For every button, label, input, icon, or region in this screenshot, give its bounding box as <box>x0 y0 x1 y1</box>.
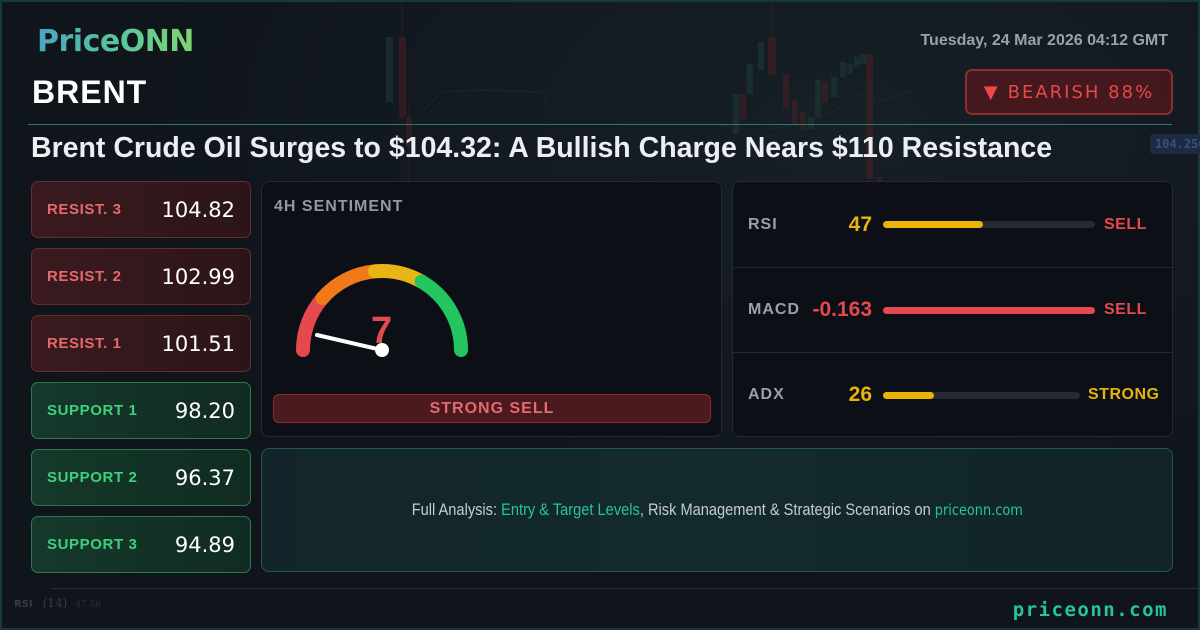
gauge-segment-strong-sell <box>296 291 330 357</box>
level-resistance-3: RESIST. 3 104.82 <box>31 181 251 238</box>
sentiment-verdict: STRONG SELL <box>273 394 711 423</box>
indicator-name: RSI <box>748 215 778 233</box>
instrument-symbol: BRENT <box>32 74 148 110</box>
indicator-value: 47 <box>848 212 872 236</box>
bias-badge-label: BEARISH 88% <box>1007 81 1155 103</box>
gauge-segment-neutral <box>368 264 429 289</box>
level-label: SUPPORT 3 <box>47 536 138 553</box>
brand-logo: PriceONN <box>37 24 194 59</box>
level-label: RESIST. 3 <box>47 201 122 218</box>
indicator-value: -0.163 <box>812 298 872 321</box>
price-levels: RESIST. 3 104.82 RESIST. 2 102.99 RESIST… <box>31 181 251 583</box>
level-value: 104.82 <box>161 197 235 222</box>
gauge-segment-buy <box>414 274 468 357</box>
header-divider <box>28 124 1172 125</box>
indicator-name: ADX <box>748 386 785 403</box>
indicators-card: RSI 47 SELL MACD -0.163 SELL ADX 26 STRO… <box>732 181 1173 437</box>
triangle-down-icon: ▼ <box>983 81 998 103</box>
indicator-signal: SELL <box>1104 215 1147 233</box>
level-label: RESIST. 2 <box>47 268 122 285</box>
indicator-name: MACD <box>748 301 800 318</box>
bias-badge: ▼ BEARISH 88% <box>965 69 1173 115</box>
gauge-segment-sell <box>315 264 383 306</box>
bg-rsi-period: (14) <box>42 596 68 610</box>
level-label: RESIST. 1 <box>47 335 122 352</box>
headline: Brent Crude Oil Surges to $104.32: A Bul… <box>31 132 1053 164</box>
indicator-row-rsi: RSI 47 SELL <box>733 182 1172 267</box>
indicator-row-macd: MACD -0.163 SELL <box>733 267 1172 352</box>
level-label: SUPPORT 2 <box>47 469 138 486</box>
cta-site-link[interactable]: priceonn.com <box>934 501 1023 519</box>
sentiment-title: 4H SENTIMENT <box>274 198 404 215</box>
level-label: SUPPORT 1 <box>47 402 138 419</box>
gauge-needle <box>315 333 384 352</box>
background-divider <box>52 588 1198 589</box>
level-value: 101.51 <box>161 331 235 356</box>
footer-site-link[interactable]: priceonn.com <box>1012 599 1168 621</box>
indicator-value: 26 <box>848 383 872 406</box>
indicator-row-adx: ADX 26 STRONG <box>733 352 1172 437</box>
level-support-2: SUPPORT 2 96.37 <box>31 449 251 506</box>
indicator-signal: SELL <box>1104 301 1147 318</box>
bg-rsi-name: RSI <box>14 599 33 610</box>
level-resistance-1: RESIST. 1 101.51 <box>31 315 251 372</box>
level-value: 102.99 <box>161 264 235 289</box>
level-value: 94.89 <box>174 532 235 557</box>
level-support-3: SUPPORT 3 94.89 <box>31 516 251 573</box>
timestamp: Tuesday, 24 Mar 2026 04:12 GMT <box>920 32 1168 49</box>
bg-rsi-value: 47.86 <box>75 600 102 610</box>
level-value: 96.37 <box>174 465 235 490</box>
level-support-1: SUPPORT 1 98.20 <box>31 382 251 439</box>
background-rsi-label: RSI (14) 47.86 <box>14 596 101 610</box>
indicator-bar <box>883 306 1095 314</box>
indicator-bar <box>883 391 1080 399</box>
level-value: 98.20 <box>174 398 235 423</box>
sentiment-card: 4H SENTIMENT 7 STRONG SELL <box>261 181 722 437</box>
sentiment-gauge <box>296 264 468 357</box>
level-resistance-2: RESIST. 2 102.99 <box>31 248 251 305</box>
cta-middle: , Risk Management & Strategic Scenarios … <box>639 500 935 519</box>
background-price-tag: 104.25000 <box>1150 134 1200 154</box>
indicator-signal: STRONG <box>1088 386 1160 403</box>
gauge-needle-hub <box>375 343 389 357</box>
cta-prefix: Full Analysis: <box>411 500 501 519</box>
sentiment-score: 7 <box>371 310 393 352</box>
full-analysis-banner[interactable]: Full Analysis: Entry & Target Levels, Ri… <box>261 448 1173 572</box>
indicator-bar <box>883 221 1095 228</box>
cta-highlight-link[interactable]: Entry & Target Levels <box>500 500 640 519</box>
full-analysis-text: Full Analysis: Entry & Target Levels, Ri… <box>411 500 1022 520</box>
